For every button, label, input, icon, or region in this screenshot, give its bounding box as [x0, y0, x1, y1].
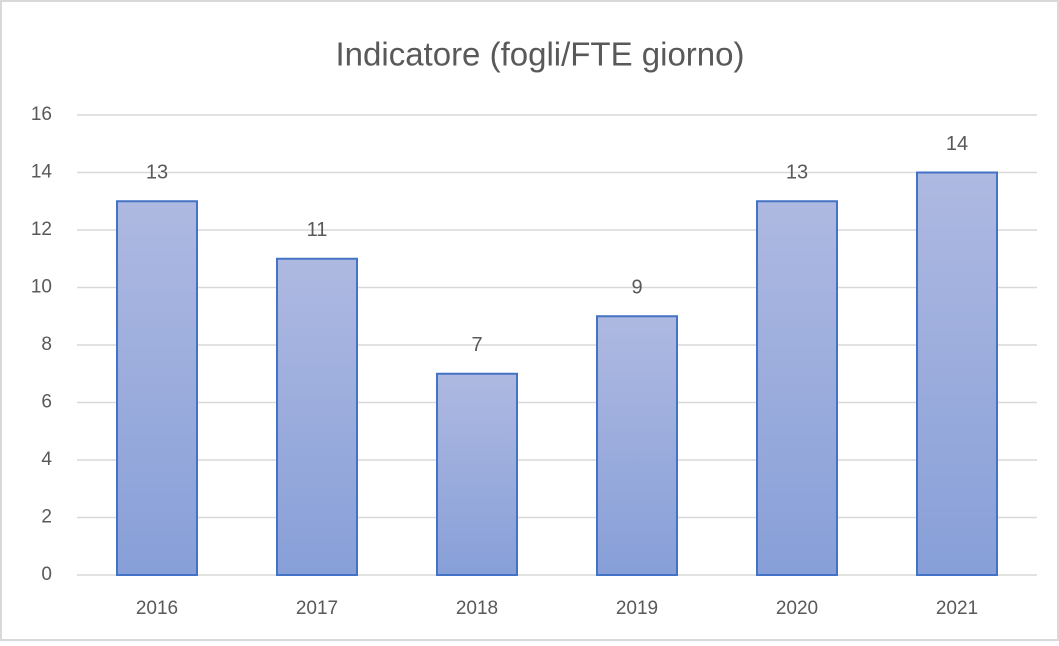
data-label: 9: [631, 277, 642, 299]
y-tick-label: 2: [41, 507, 52, 528]
y-tick-label: 14: [31, 162, 53, 183]
x-tick-label: 2017: [296, 598, 338, 619]
bar: [916, 171, 998, 576]
data-label: 11: [307, 219, 328, 241]
data-label: 7: [471, 334, 482, 356]
x-tick-label: 2020: [776, 598, 818, 619]
bar: [596, 315, 678, 576]
x-tick-label: 2016: [136, 598, 178, 619]
data-label: 14: [946, 133, 968, 155]
x-tick-label: 2018: [456, 598, 498, 619]
y-tick-label: 0: [41, 564, 52, 585]
y-tick-label: 8: [41, 334, 52, 355]
x-tick-label: 2021: [936, 598, 978, 619]
chart-title: Indicatore (fogli/FTE giorno): [335, 36, 744, 73]
data-label: 13: [786, 162, 808, 184]
bar: [116, 200, 198, 576]
bar: [276, 257, 358, 576]
bar: [436, 372, 518, 576]
x-tick-label: 2019: [616, 598, 658, 619]
data-label: 13: [146, 162, 168, 184]
y-tick-label: 16: [31, 104, 52, 125]
bar: [756, 200, 838, 576]
y-tick-label: 6: [41, 392, 52, 413]
y-tick-label: 12: [31, 219, 52, 240]
y-tick-label: 10: [31, 277, 52, 298]
y-tick-label: 4: [41, 449, 52, 470]
